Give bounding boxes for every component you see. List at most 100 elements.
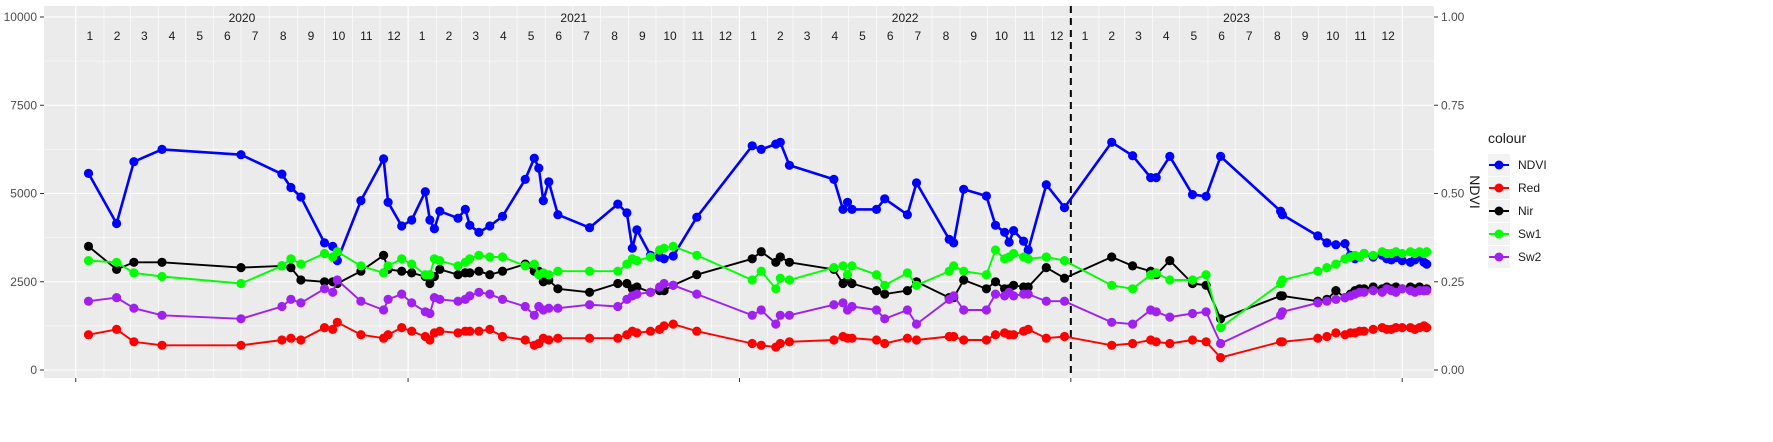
data-point-ndvi [1000,227,1010,237]
data-point-red [383,330,393,340]
data-point-sw2 [747,310,757,320]
data-point-ndvi [829,174,839,184]
data-point-sw2 [453,296,463,306]
data-point-sw2 [829,300,839,310]
data-point-sw2 [645,287,656,297]
data-point-sw2 [880,314,890,324]
data-point-red [544,335,554,345]
data-point-red [520,335,530,345]
data-point-ndvi [1165,151,1175,161]
data-point-sw1 [632,256,642,266]
data-point-ndvi [277,169,287,179]
month-label: 7 [915,29,922,43]
data-point-sw1 [1368,250,1378,260]
month-label: 11 [1023,29,1036,43]
x-axis [75,378,1403,382]
data-point-sw1 [829,263,839,273]
data-point-ndvi [319,238,330,248]
data-point-sw2 [379,305,389,315]
data-point-nir [1165,256,1175,266]
data-point-sw1 [497,252,508,262]
data-point-ndvi [538,196,548,206]
data-point-ndvi [1422,259,1432,269]
data-point-sw1 [756,266,766,276]
data-point-sw2 [1107,317,1117,327]
data-point-sw2 [83,296,94,306]
data-point-red [1151,337,1161,347]
data-point-sw1 [356,261,366,271]
data-point-sw1 [1059,256,1070,266]
data-point-red [847,333,857,343]
data-point-sw1 [880,280,890,290]
data-point-red [453,328,463,338]
data-point-ndvi [1216,151,1226,161]
data-point-red [902,333,913,343]
data-point-nir [585,287,595,297]
data-point-red [157,340,167,350]
data-point-sw1 [236,278,246,289]
data-point-ndvi [460,204,470,214]
month-label: 7 [252,29,259,43]
data-point-red [1422,323,1432,333]
data-point-sw2 [981,305,992,315]
data-point-nir [83,241,94,251]
data-point-red [1397,323,1407,333]
data-point-sw1 [465,254,475,264]
data-point-red [474,326,484,336]
month-label: 5 [528,29,535,43]
data-point-nir [407,268,417,278]
data-point-sw1 [379,268,389,278]
data-point-sw2 [157,310,167,320]
month-label: 3 [804,29,811,43]
data-point-sw2 [838,298,848,308]
data-point-red [465,326,475,336]
data-point-sw2 [959,305,969,315]
month-label: 3 [1135,29,1142,43]
data-point-sw2 [1322,296,1332,306]
data-point-ndvi [534,163,544,173]
data-point-sw2 [1359,287,1369,297]
data-point-sw2 [771,319,781,329]
data-point-red [784,337,795,347]
data-point-red [435,326,445,336]
data-point-nir [553,284,563,294]
data-point-red [1165,338,1175,349]
data-point-ndvi [236,150,246,160]
data-point-red [775,338,785,349]
data-point-red [911,335,922,345]
data-point-red [425,335,435,345]
legend-key-point [1494,229,1504,239]
data-point-red [1313,333,1323,343]
data-point-sw1 [692,250,702,260]
data-point-red [356,330,366,340]
month-label: 8 [1274,29,1281,43]
y2-tick-label: 1.00 [1441,10,1465,24]
data-point-sw2 [1009,291,1019,301]
data-point-sw1 [1331,259,1341,269]
data-point-nir [453,270,463,280]
data-point-red [553,333,563,343]
data-point-sw1 [659,243,669,253]
data-point-nir [613,278,623,289]
data-point-sw1 [1165,275,1175,285]
data-point-nir [474,266,484,276]
data-point-ndvi [356,196,366,206]
data-point-sw1 [1313,266,1323,276]
data-point-sw1 [529,259,539,269]
data-point-sw2 [1277,307,1287,317]
data-point-nir [784,257,795,267]
month-label: 1 [1082,29,1089,43]
data-point-ndvi [112,218,122,229]
data-point-sw1 [959,266,969,276]
data-point-red [959,335,969,345]
data-point-sw1 [747,275,757,285]
data-point-sw2 [668,280,678,290]
data-point-sw1 [1216,323,1226,333]
y-axis-right: 0.00 0.25 0.50 0.75 1.00 [1434,10,1465,377]
data-point-ndvi [83,168,94,178]
data-point-sw2 [356,296,366,306]
data-point-ndvi [465,220,475,230]
data-point-red [332,317,342,327]
data-point-nir [775,252,785,262]
month-label: 10 [1326,29,1340,43]
